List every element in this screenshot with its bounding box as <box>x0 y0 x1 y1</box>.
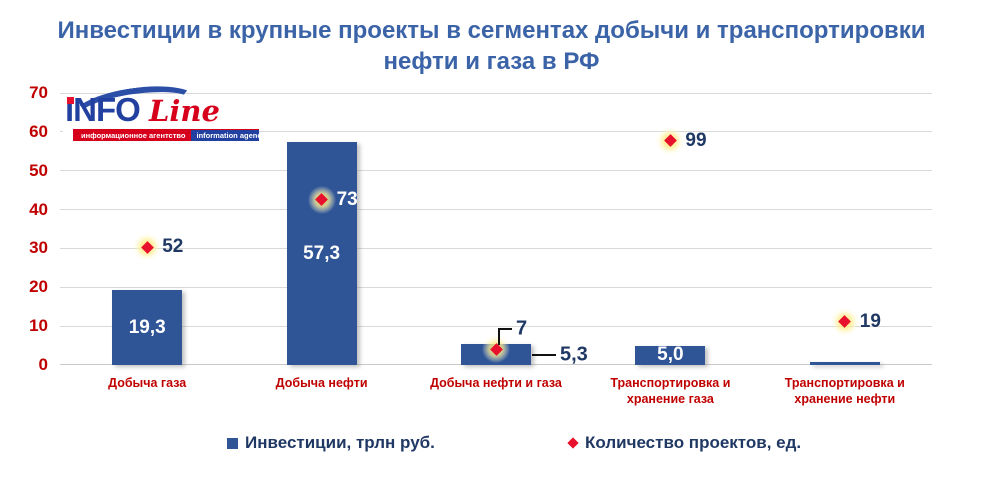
y-axis-tick-label: 30 <box>29 238 48 258</box>
category-label: Добыча нефти и газа <box>430 376 562 390</box>
bar-value-label: 5,0 <box>657 344 684 366</box>
y-axis-tick-label: 60 <box>29 121 48 141</box>
infoline-logo: iNFO Line информационное агентство infor… <box>63 79 259 142</box>
bar <box>286 142 357 365</box>
category-label: Добыча газа <box>108 376 187 390</box>
logo-tagline-strip: информационное агентство information age… <box>73 129 259 141</box>
y-axis-tick-label: 20 <box>29 277 48 297</box>
logo-tagline-ru: информационное агентство <box>81 130 186 140</box>
bar-value-label: 5,3 <box>560 343 588 366</box>
gridline <box>60 325 932 327</box>
gridline <box>60 92 932 94</box>
plot-area: 19,3 57,3 5,3 5,0 52 73 7 99 19 <box>60 92 932 366</box>
y-axis-tick-label: 50 <box>29 160 48 180</box>
bar <box>635 345 706 365</box>
legend-label-investments: Инвестиции, трлн руб. <box>245 433 435 452</box>
chart-title: Инвестиции в крупные проекты в сегментах… <box>42 15 942 77</box>
gridline <box>60 247 932 249</box>
y-axis-tick-label: 0 <box>38 355 48 374</box>
gridline <box>60 131 932 133</box>
callout-line <box>498 329 500 346</box>
y-axis-tick-label: 40 <box>29 199 48 219</box>
legend-square-icon <box>227 437 238 449</box>
category-label: Транспортировка и хранение газа <box>610 376 731 406</box>
gridline <box>60 209 932 211</box>
marker-value-label: 99 <box>685 129 707 151</box>
legend-item-projects: Количество проектов, ед. <box>567 433 802 453</box>
marker-value-label: 73 <box>336 188 358 210</box>
logo-wordmark: iNFO Line <box>63 79 259 139</box>
marker-value-label: 52 <box>162 236 184 258</box>
chart-title-line-2: нефти и газа в РФ <box>383 48 600 75</box>
y-axis-tick-label: 10 <box>29 316 48 336</box>
callout-line <box>532 353 556 356</box>
bar <box>112 290 183 365</box>
logo-text-line: Line <box>149 94 220 128</box>
gridline <box>60 170 932 172</box>
marker-value-label: 19 <box>859 310 881 332</box>
y-axis-tick-label: 70 <box>29 83 48 102</box>
bar-value-label: 19,3 <box>128 316 166 338</box>
legend-label-projects: Количество проектов, ед. <box>585 433 802 452</box>
legend-diamond-icon <box>567 437 579 449</box>
logo-tagline-en: information agency <box>190 129 259 141</box>
logo-text-info: iNFO <box>65 91 141 128</box>
bar-value-label: 57,3 <box>303 242 341 264</box>
logo-red-dot-icon <box>67 97 74 104</box>
marker-value-label: 7 <box>516 317 528 340</box>
chart-title-line-1: Инвестиции в крупные проекты в сегментах… <box>57 17 926 44</box>
gridline <box>60 286 932 288</box>
legend-item-investments: Инвестиции, трлн руб. <box>227 433 435 453</box>
category-label: Транспортировка и хранение нефти <box>784 376 905 406</box>
bar <box>809 362 880 365</box>
callout-line <box>498 328 512 331</box>
category-label: Добыча нефти <box>275 376 368 390</box>
